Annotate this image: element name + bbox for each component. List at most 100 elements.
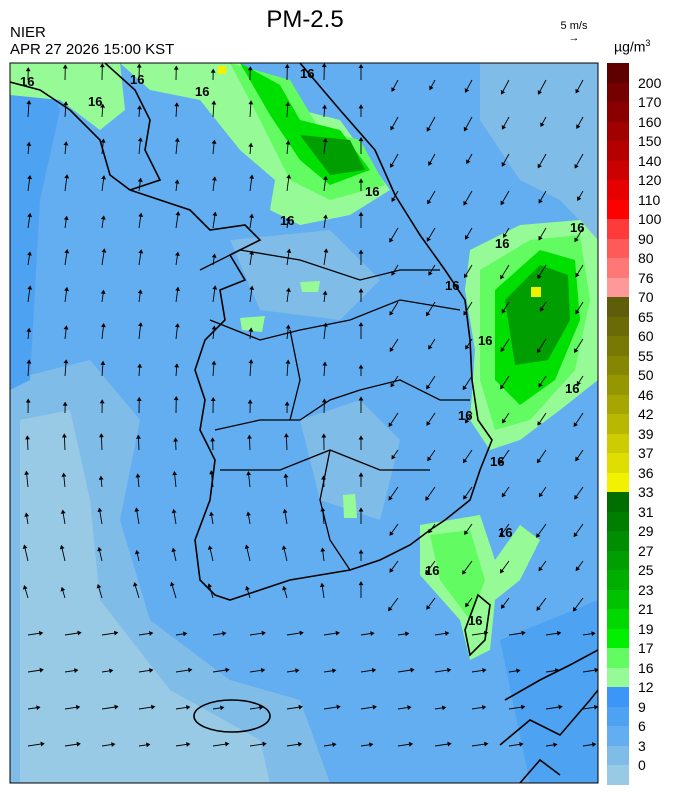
korean-peninsula-outline: [10, 63, 493, 601]
wind-arrow: [211, 176, 217, 192]
wind-arrow: [212, 285, 218, 303]
legend-swatch: [607, 531, 629, 551]
legend-label: 16: [638, 659, 654, 676]
concentration-region: [531, 287, 541, 297]
wind-arrow: [322, 104, 327, 118]
wind-arrow: [63, 325, 69, 340]
wind-arrow: [582, 742, 597, 747]
wind-arrow: [358, 507, 364, 524]
wind-arrow: [540, 116, 547, 128]
concentration-region: [10, 63, 60, 390]
legend-swatch: [607, 297, 629, 317]
wind-arrow: [26, 141, 32, 155]
wind-arrow: [138, 704, 156, 710]
wind-arrow: [537, 79, 547, 95]
legend-swatch: [607, 121, 629, 141]
wind-arrow: [249, 213, 254, 229]
wind-arrow: [249, 667, 266, 673]
wind-arrow: [64, 741, 81, 747]
wind-arrow: [175, 705, 191, 710]
wind-arrow: [100, 103, 106, 118]
wind-arrow: [545, 742, 558, 748]
wind-arrow: [427, 449, 436, 462]
wind-arrow: [397, 631, 410, 637]
legend-label: 23: [638, 581, 654, 598]
wind-arrow: [286, 668, 300, 674]
wind-arrow: [62, 64, 68, 81]
wind-arrow: [358, 249, 364, 265]
wind-arrow: [173, 396, 179, 414]
wind-arrow: [582, 631, 596, 637]
wind-arrow: [501, 116, 510, 130]
legend-swatch: [607, 102, 629, 122]
wind-arrow: [471, 668, 487, 673]
wind-arrow: [286, 287, 291, 303]
wind-arrow: [212, 667, 230, 673]
wind-arrow: [434, 667, 452, 673]
contour-label: 16: [280, 213, 294, 228]
legend-label: 80: [638, 250, 654, 266]
color-legend: 200 170 160 150 140 120 110 100 90 80 76 70 65 60 55 50…: [607, 63, 661, 785]
legend-swatch: [607, 648, 629, 668]
legend-label: 39: [638, 425, 654, 442]
wind-arrow: [573, 523, 584, 538]
wind-arrow: [26, 359, 32, 377]
concentration-region: [300, 400, 400, 520]
wind-arrow: [99, 399, 105, 414]
legend-label: 55: [638, 347, 654, 364]
wind-arrow: [499, 449, 510, 465]
legend-swatch: [607, 589, 629, 609]
legend-swatch: [607, 609, 629, 629]
wind-arrow: [27, 251, 32, 266]
wind-arrow: [572, 597, 584, 612]
legend-unit-superscript: 3: [645, 38, 651, 48]
legend-label: 70: [638, 289, 654, 305]
legend-label: 21: [638, 601, 654, 617]
legend-label: 3: [638, 737, 646, 754]
wind-arrow: [462, 449, 473, 464]
wind-arrow: [501, 301, 510, 314]
wind-arrow: [427, 190, 436, 205]
legend-label: 46: [638, 386, 654, 403]
wind-arrow: [391, 190, 399, 202]
wind-arrow: [428, 264, 436, 276]
wind-arrow: [22, 585, 29, 599]
legend-swatch: [607, 765, 629, 785]
wind-arrow: [134, 549, 140, 562]
wind-arrow: [249, 250, 254, 266]
wind-arrow: [211, 325, 217, 340]
wind-arrow: [464, 79, 473, 93]
wind-arrow: [249, 630, 266, 636]
wind-arrow: [97, 546, 103, 562]
wind-arrow: [248, 142, 254, 155]
wind-arrow: [212, 741, 230, 747]
wind-arrow: [27, 174, 33, 192]
wind-arrow: [575, 79, 584, 94]
wind-arrow: [390, 116, 399, 131]
arrow-right-icon: →: [568, 32, 580, 44]
wind-arrow: [169, 581, 177, 599]
wind-arrow: [60, 509, 66, 525]
wind-arrow: [174, 323, 180, 340]
wind-arrow: [212, 705, 225, 711]
wind-arrow: [508, 704, 526, 710]
wind-reference: 5 m/s →: [556, 20, 592, 44]
legend-label: 170: [638, 94, 662, 110]
wind-arrow: [100, 138, 106, 155]
wind-arrow: [174, 179, 180, 192]
wind-arrow: [283, 433, 289, 451]
wind-arrow: [500, 264, 510, 280]
wind-arrow: [27, 667, 44, 673]
wind-arrow: [175, 742, 191, 747]
wind-arrow: [501, 486, 510, 498]
legend-swatch: [607, 375, 629, 395]
wind-arrow: [389, 338, 399, 352]
legend-label: 100: [638, 211, 662, 227]
wind-arrow: [207, 583, 214, 599]
wind-arrow: [101, 668, 114, 674]
wind-arrow: [545, 630, 562, 636]
wind-arrow: [63, 101, 69, 118]
wind-arrow: [285, 140, 291, 155]
legend-swatch: [607, 394, 629, 414]
wind-arrow: [576, 116, 584, 129]
